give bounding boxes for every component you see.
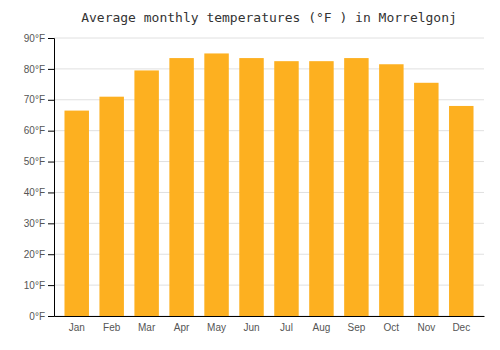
bar (344, 58, 368, 316)
grid-line (54, 38, 484, 39)
x-tick-label: Sep (347, 322, 365, 333)
x-tick-label: Feb (103, 322, 121, 333)
bar (64, 111, 88, 316)
x-axis: Jan Feb Mar Apr May Jun Jul Aug Sep Oct Nov Dec (55, 317, 485, 334)
bar (449, 106, 473, 316)
bars (64, 53, 473, 316)
x-tick: Sep (347, 322, 365, 333)
x-tick-label: Nov (417, 322, 435, 333)
y-tick-label: 0°F (29, 311, 45, 322)
grid-line (54, 68, 484, 69)
x-tick: Jan (69, 322, 85, 333)
y-tick: 70°F (24, 94, 54, 105)
x-tick-label: Jul (280, 322, 293, 333)
y-axis: 0°F 10°F 20°F 30°F 40°F 50°F 60°F 70°F 80°F 90°F (24, 33, 55, 322)
y-tick-label: 10°F (24, 280, 45, 291)
bar (169, 58, 193, 316)
y-tick-label: 90°F (24, 33, 45, 44)
chart-svg: Jan Feb Mar Apr May Jun Jul Aug Sep Oct Nov Dec 0°F 1… (0, 0, 500, 350)
x-tick-label: Mar (138, 322, 156, 333)
y-tick-label: 60°F (24, 125, 45, 136)
x-tick: Jul (280, 322, 293, 333)
x-tick: Oct (384, 322, 400, 333)
plot: Jan Feb Mar Apr May Jun Jul Aug Sep Oct Nov Dec 0°F 1… (24, 33, 485, 333)
y-tick-mark (48, 192, 54, 193)
bar (204, 53, 228, 316)
y-tick-mark (48, 162, 54, 163)
x-axis-line (55, 316, 485, 317)
y-tick-mark (48, 316, 54, 317)
x-tick-label: Aug (313, 322, 331, 333)
y-tick-label: 70°F (24, 94, 45, 105)
x-tick-label: Jun (243, 322, 259, 333)
title: Average monthly temperatures (°F ) in Mo… (81, 10, 457, 25)
y-tick-mark (48, 131, 54, 132)
x-tick: Feb (103, 322, 121, 333)
bar (239, 58, 263, 316)
y-tick: 40°F (24, 187, 54, 198)
y-tick: 60°F (24, 125, 54, 136)
x-tick: Dec (452, 322, 470, 333)
y-tick-label: 40°F (24, 187, 45, 198)
y-tick-label: 20°F (24, 249, 45, 260)
bar (309, 61, 333, 316)
bar (134, 70, 158, 316)
x-tick-label: Apr (174, 322, 190, 333)
grid (54, 38, 484, 316)
bar (379, 64, 403, 316)
y-tick: 20°F (24, 249, 54, 260)
x-tick-label: Dec (452, 322, 470, 333)
y-tick-mark (48, 254, 54, 255)
y-tick-mark (48, 38, 54, 39)
x-tick: Apr (174, 322, 190, 333)
x-tick-label: May (207, 322, 226, 333)
y-tick-mark (48, 223, 54, 224)
y-tick: 80°F (24, 64, 54, 75)
x-tick: Nov (417, 322, 435, 333)
y-tick-label: 50°F (24, 156, 45, 167)
chart-container: Jan Feb Mar Apr May Jun Jul Aug Sep Oct Nov Dec 0°F 1… (0, 0, 500, 350)
bar (274, 61, 298, 316)
y-tick-mark (48, 100, 54, 101)
y-tick-mark (48, 285, 54, 286)
y-tick: 50°F (24, 156, 54, 167)
y-tick-label: 30°F (24, 218, 45, 229)
y-axis-line (48, 39, 55, 317)
x-tick-label: Jan (69, 322, 85, 333)
x-tick: Jun (243, 322, 259, 333)
y-tick-label: 80°F (24, 64, 45, 75)
bar (414, 83, 438, 316)
x-tick: May (207, 322, 226, 333)
y-tick: 90°F (24, 33, 54, 44)
y-tick-mark (48, 69, 54, 70)
y-tick: 10°F (24, 280, 54, 291)
bar (99, 97, 123, 316)
y-tick: 30°F (24, 218, 54, 229)
x-tick: Aug (313, 322, 331, 333)
x-tick: Mar (138, 322, 156, 333)
y-tick: 0°F (29, 311, 54, 322)
x-tick-label: Oct (384, 322, 400, 333)
